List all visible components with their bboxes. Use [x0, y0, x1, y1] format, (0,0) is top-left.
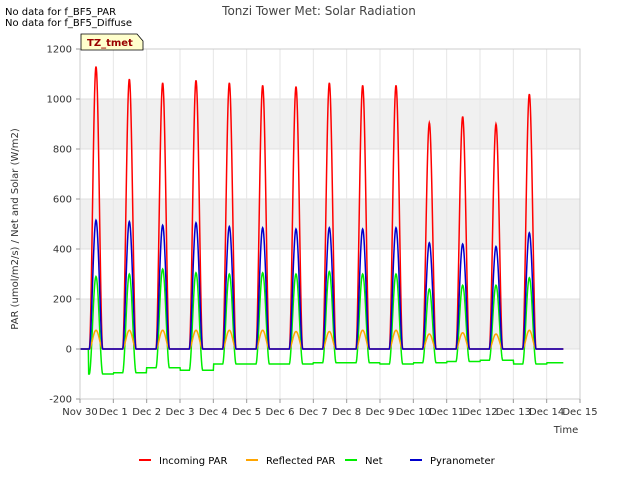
grid-band	[80, 199, 580, 249]
y-tick-label: 1000	[47, 95, 72, 106]
x-tick-label: Dec 10	[396, 407, 431, 418]
x-tick-label: Dec 11	[429, 407, 464, 418]
x-tick-label: Dec 12	[462, 407, 497, 418]
legend-label: Reflected PAR	[266, 456, 335, 467]
legend: Incoming PAR Reflected PAR Net Pyranometer	[139, 456, 496, 467]
no-data-notice-2: No data for f_BF5_Diffuse	[5, 18, 132, 29]
x-axis-ticks: Nov 30 Dec 1 Dec 2 Dec 3 Dec 4 Dec 5 Dec 6 Dec …	[62, 399, 598, 418]
x-tick-label: Dec 14	[529, 407, 564, 418]
series-line-pyranometer	[80, 218, 564, 350]
y-tick-label: 200	[53, 295, 72, 306]
series-layer	[80, 66, 564, 375]
y-tick-label: 1200	[47, 45, 72, 56]
y-tick-label: 600	[53, 195, 72, 206]
grid-band	[80, 299, 580, 349]
series-line-net	[80, 267, 564, 375]
x-tick-label: Dec 5	[232, 407, 261, 418]
y-axis-ticks: -200 0 200 400 600 800 1000 1200	[47, 45, 80, 406]
x-tick-label: Dec 2	[132, 407, 161, 418]
x-tick-label: Dec 9	[366, 407, 395, 418]
x-axis-title: Time	[553, 425, 578, 436]
x-tick-label: Dec 3	[166, 407, 195, 418]
no-data-notice-1: No data for f_BF5_PAR	[5, 7, 117, 18]
x-tick-label: Dec 15	[562, 407, 597, 418]
x-tick-label: Nov 30	[62, 407, 97, 418]
x-tick-label: Dec 6	[266, 407, 295, 418]
annotation-box: TZ_tmet	[80, 33, 144, 51]
y-tick-label: -200	[49, 395, 72, 406]
y-axis-title: PAR (umol/m2/s) / Net and Solar (W/m2)	[10, 128, 21, 330]
plot-frame	[79, 48, 581, 400]
y-tick-label: 0	[66, 345, 72, 356]
x-tick-label: Dec 13	[496, 407, 531, 418]
legend-label: Pyranometer	[430, 456, 496, 467]
annotation-label: TZ_tmet	[87, 38, 133, 49]
x-tick-label: Dec 4	[199, 407, 228, 418]
legend-label: Net	[365, 456, 383, 467]
y-tick-label: 400	[53, 245, 72, 256]
y-tick-label: 800	[53, 145, 72, 156]
x-tick-label: Dec 1	[99, 407, 128, 418]
x-tick-label: Dec 7	[299, 407, 328, 418]
chart-title: Tonzi Tower Met: Solar Radiation	[221, 4, 416, 18]
grid-bands	[80, 99, 580, 349]
x-tick-label: Dec 8	[332, 407, 361, 418]
legend-label: Incoming PAR	[159, 456, 228, 467]
